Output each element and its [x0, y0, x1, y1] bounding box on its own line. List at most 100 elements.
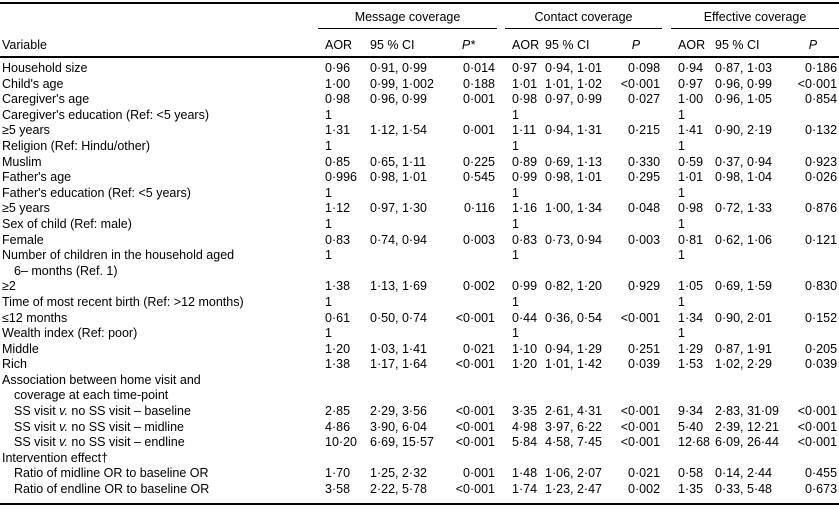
column-gap — [662, 3, 671, 28]
effective-aor-cell: 1 — [678, 294, 685, 309]
variable-label-italic-part: v. — [59, 419, 68, 434]
message-ci-cell: 0·74, 0·94 — [370, 232, 427, 247]
column-gap — [497, 326, 505, 342]
contact-ci-cell: 1·01, 1·02 — [545, 76, 602, 91]
effective-ci-cell: 0·69, 1·59 — [715, 279, 773, 294]
effective-p-cell: 0·854 — [805, 92, 838, 107]
message-p-cell: <0·001 — [455, 404, 496, 419]
contact-p-cell: <0·001 — [620, 435, 661, 450]
effective-aor-cell: 0·81 — [678, 232, 704, 247]
table-row: SS visit v. no SS visit – endline 10·20 6·… — [0, 435, 839, 451]
effective-ci-cell: 0·14, 2·44 — [715, 466, 773, 481]
message-ci-cell: 1·03, 1·41 — [370, 341, 427, 356]
message-p-cell: 0·545 — [463, 170, 496, 185]
column-gap — [497, 466, 505, 482]
column-gap — [497, 295, 505, 311]
column-gap — [662, 264, 671, 280]
contact-ci-cell — [541, 139, 615, 155]
message-p-cell: <0·001 — [455, 435, 496, 450]
effective-p-cell — [788, 373, 839, 389]
column-gap — [497, 123, 505, 139]
effective-p-cell — [788, 139, 839, 155]
column-header-row: Variable AOR 95 % CI P* AOR 95 % CI P AO… — [0, 28, 839, 58]
contact-ci-cell: 1·23, 2·47 — [545, 482, 602, 497]
effective-ci-cell: 0·90, 2·19 — [715, 123, 773, 138]
table-row: ≤12 months 0·61 0·50, 0·74 <0·001 0·44 0·36, … — [0, 311, 839, 327]
effective-ci-cell: 0·96, 0·99 — [715, 76, 773, 91]
message-p-cell: 0·001 — [463, 123, 496, 138]
column-gap — [662, 139, 671, 155]
column-gap — [497, 420, 505, 436]
column-gap — [662, 404, 671, 420]
message-p-cell: 0·014 — [463, 61, 496, 75]
effective-ci-cell — [711, 373, 788, 389]
table-row: Middle 1·20 1·03, 1·41 0·021 1·10 0·94, 1·29 0… — [0, 342, 839, 358]
message-p-cell: 0·021 — [463, 341, 496, 356]
column-gap — [497, 248, 505, 264]
contact-ci-cell — [541, 108, 615, 124]
contact-p-cell — [615, 108, 662, 124]
table-row: Association between home visit and — [0, 373, 839, 389]
effective-aor-cell — [671, 451, 711, 467]
variable-label: Religion (Ref: Hindu/other) — [2, 138, 150, 153]
effective-aor-cell: 1·41 — [678, 123, 704, 138]
variable-label: Female — [2, 232, 44, 247]
contact-p-cell: 0·330 — [628, 154, 661, 169]
effective-p-cell: 0·186 — [805, 61, 838, 75]
contact-aor-cell: 0·99 — [512, 170, 538, 185]
variable-label: Middle — [2, 341, 39, 356]
contact-p-cell — [615, 295, 662, 311]
variable-label: 6– months (Ref. 1) — [14, 263, 118, 278]
contact-ci-cell — [541, 388, 615, 404]
column-gap — [662, 217, 671, 233]
column-gap — [497, 264, 505, 280]
message-aor-cell: 1·70 — [325, 466, 351, 481]
effective-ci-cell: 0·72, 1·33 — [715, 201, 773, 216]
table-row: Caregiver's education (Ref: <5 years) 1 1 1 — [0, 108, 839, 124]
variable-label-part: no SS visit – endline — [67, 435, 185, 450]
message-aor-cell: 0·996 — [325, 170, 357, 185]
message-p-cell — [452, 373, 497, 389]
effective-aor-cell: 1·29 — [678, 341, 704, 356]
message-ci-cell: 0·65, 1·11 — [370, 154, 427, 169]
variable-label-part: no SS visit – midline — [67, 419, 184, 434]
table-row: ≥2 1·38 1·13, 1·69 0·002 0·99 0·82, 1·20 0·929… — [0, 279, 839, 295]
column-gap — [662, 57, 671, 77]
contact-aor-cell: 5·84 — [512, 435, 538, 450]
column-gap — [497, 342, 505, 358]
contact-aor-cell: 1·16 — [512, 201, 538, 216]
message-p-cell: <0·001 — [455, 419, 496, 434]
message-ci-cell — [366, 186, 452, 202]
contact-aor-cell: 0·97 — [512, 61, 538, 75]
effective-ci-cell: 0·98, 1·04 — [715, 170, 773, 185]
message-aor-cell: 1·00 — [325, 76, 351, 91]
effective-p-cell: 0·205 — [805, 341, 838, 356]
effective-ci-cell — [711, 217, 788, 233]
contact-ci-cell — [541, 295, 615, 311]
variable-label: Sex of child (Ref: male) — [2, 216, 132, 231]
contact-aor-cell — [505, 264, 541, 280]
variable-column-header: Variable — [0, 28, 318, 58]
column-gap — [662, 28, 672, 58]
column-gap — [497, 233, 505, 249]
column-gap — [662, 77, 671, 93]
effective-ci-cell: 0·37, 0·94 — [715, 154, 773, 169]
message-aor-header: AOR — [318, 28, 366, 58]
column-gap — [662, 420, 671, 436]
column-gap — [662, 435, 671, 451]
effective-aor-header: AOR — [671, 28, 712, 58]
effective-p-cell: <0·001 — [797, 419, 838, 434]
column-gap — [497, 57, 505, 77]
effective-ci-cell — [711, 108, 788, 124]
column-gap — [497, 451, 505, 467]
variable-label-italic-part: v. — [59, 435, 68, 450]
effective-p-cell — [788, 295, 839, 311]
message-ci-cell — [366, 248, 452, 264]
variable-label: ≥5 years — [2, 201, 50, 216]
contact-aor-header: AOR — [505, 28, 542, 58]
effective-ci-cell — [711, 139, 788, 155]
effective-p-cell: <0·001 — [797, 76, 838, 91]
table-row: Number of children in the household aged… — [0, 248, 839, 264]
effective-ci-cell — [711, 264, 788, 280]
effective-ci-header: 95 % CI — [711, 28, 789, 58]
